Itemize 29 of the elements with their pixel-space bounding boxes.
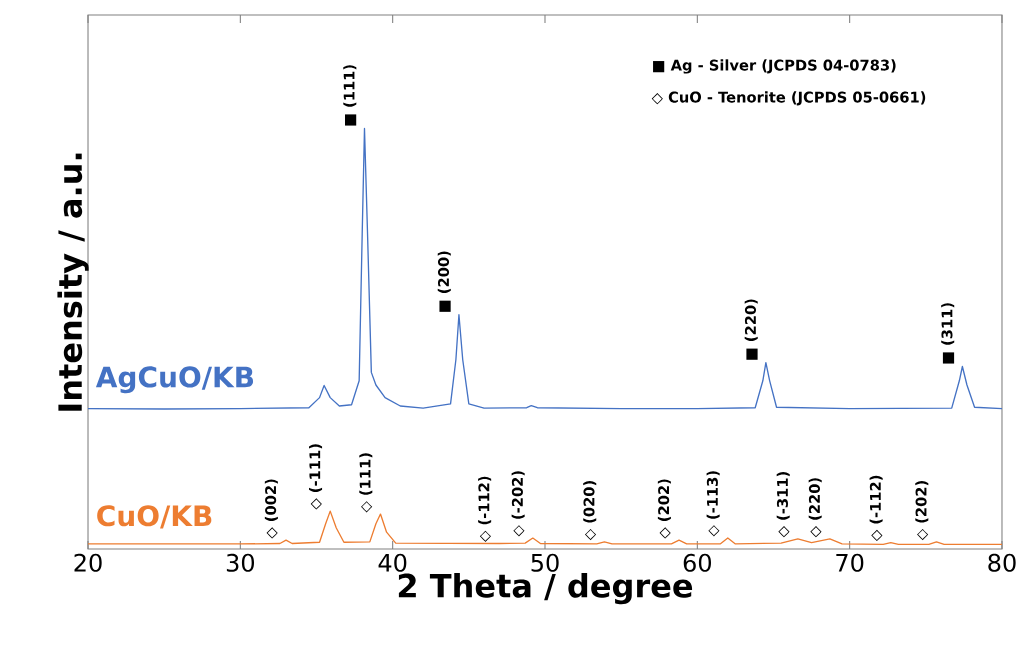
x-tick-label: 40 [378,553,407,572]
annotation: ◇ (220) [808,478,822,538]
x-axis-title: 2 Theta / degree [398,573,693,605]
annotation: ◇ (-202) [511,471,525,537]
series-label: CuO/KB [97,505,212,529]
y-axis-title: Intensity / a.u. [57,153,89,411]
x-tick-label: 70 [836,553,864,572]
annotation: ◇ (002) [264,479,278,539]
annotation: ■ (220) [744,299,758,360]
annotation: ■ (200) [437,251,451,312]
x-tick-label: 30 [226,553,255,572]
x-tick-label: 80 [988,553,1016,572]
text: ■ Ag - Silver (JCPDS 04-0783) [653,59,896,74]
text: ◇ CuO - Tenorite (JCPDS 05-0661) [651,91,926,106]
annotation: ◇ (-112) [478,476,492,542]
x-tick-label: 60 [683,553,711,572]
annotation: ■ (111) [343,65,357,126]
annotation: ◇ (-112) [869,475,883,542]
annotation: ◇ (202) [915,481,929,541]
annotation: ◇ (-311) [776,472,790,538]
annotation: ■ (311) [941,303,955,364]
annotation: ◇ (-111) [309,444,323,510]
series-label: AgCuO/KB [95,366,254,394]
annotation: ◇ (202) [657,479,671,539]
annotation: ◇ (111) [359,453,373,513]
annotation: ◇ (020) [583,481,597,541]
x-tick-label: 20 [74,553,102,572]
x-tick-label: 50 [531,553,559,572]
annotation: ◇ (-113) [706,471,720,537]
